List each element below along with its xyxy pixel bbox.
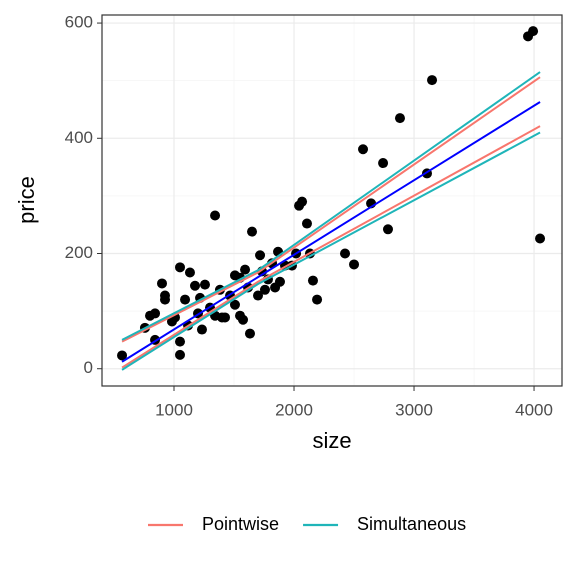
point: [358, 144, 369, 155]
point: [394, 113, 405, 124]
point: [175, 262, 186, 273]
point: [220, 312, 231, 323]
point: [190, 280, 201, 291]
band-upper: [121, 76, 541, 343]
point: [157, 278, 168, 289]
legend-label: Pointwise: [202, 514, 279, 534]
point: [427, 75, 438, 86]
point: [199, 279, 210, 290]
y-tick-label: 600: [65, 13, 93, 32]
point: [378, 158, 389, 169]
point: [255, 250, 266, 261]
y-tick-label: 400: [65, 128, 93, 147]
point: [349, 259, 360, 270]
y-tick-label: 200: [65, 243, 93, 262]
point: [180, 294, 191, 305]
point: [238, 314, 249, 325]
point: [301, 218, 312, 229]
point: [229, 299, 240, 310]
point: [253, 290, 264, 301]
point: [184, 267, 195, 278]
point: [196, 324, 207, 335]
band-upper: [121, 71, 541, 341]
point: [240, 264, 251, 275]
band-lower: [121, 125, 541, 369]
fit-line: [121, 101, 541, 363]
y-axis-title: price: [14, 176, 39, 224]
panel-border: [101, 14, 563, 387]
x-axis-title: size: [312, 428, 351, 453]
point: [297, 196, 308, 207]
x-tick-label: 2000: [275, 400, 313, 419]
point: [210, 210, 221, 221]
point: [259, 284, 270, 295]
band-lower: [121, 131, 541, 371]
point: [175, 336, 186, 347]
y-tick-label: 0: [84, 358, 93, 377]
point: [528, 26, 539, 37]
point: [535, 233, 546, 244]
point: [150, 308, 161, 319]
x-tick-label: 3000: [395, 400, 433, 419]
point: [175, 349, 186, 360]
point: [382, 224, 393, 235]
x-tick-label: 1000: [155, 400, 193, 419]
point: [244, 328, 255, 339]
point: [117, 350, 128, 361]
point: [247, 226, 258, 237]
point: [160, 294, 171, 305]
point: [340, 248, 351, 259]
x-tick-label: 4000: [515, 400, 553, 419]
point: [274, 276, 285, 287]
point: [312, 294, 323, 305]
legend-label: Simultaneous: [357, 514, 466, 534]
point: [307, 275, 318, 286]
